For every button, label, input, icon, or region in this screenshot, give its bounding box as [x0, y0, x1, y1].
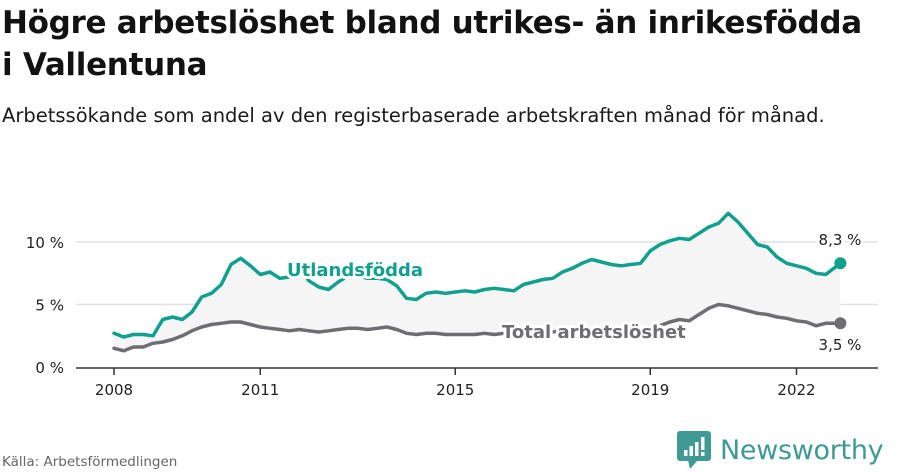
y-tick-label: 10 % — [26, 234, 64, 252]
x-axis: 2008 2011 2015 2019 2022 — [76, 367, 878, 399]
series-line-foreign-born — [112, 211, 843, 339]
label-halo: Total arbetslöshet — [502, 322, 686, 343]
series-label: 3,5 % — [819, 336, 862, 354]
end-point-marker — [834, 317, 847, 330]
y-tick-label: 5 % — [35, 297, 64, 315]
y-tick-label: 0 % — [35, 359, 64, 377]
x-tick-label: 2015 — [436, 381, 474, 399]
chart-title: Högre arbetslöshet bland utrikes- än inr… — [2, 5, 862, 83]
series-line-total — [112, 302, 843, 353]
x-tick-label: 2022 — [777, 381, 815, 399]
label-halo: Utlandsfödda — [287, 260, 423, 281]
series-label: Utlandsfödda — [287, 260, 423, 281]
chart-subtitle: Arbetssökande som andel av den registerb… — [2, 104, 825, 127]
source-note: Källa: Arbetsförmedlingen — [2, 454, 178, 470]
line-chart: 2008 2011 2015 2019 2022 0 % 5 % 10 % Utlandsf… — [26, 211, 878, 399]
x-tick-label: 2011 — [241, 381, 279, 399]
gap-band — [114, 213, 841, 351]
x-tick-label: 2008 — [95, 381, 133, 399]
series-label: 8,3 % — [819, 231, 862, 249]
chart-bubble-icon — [677, 431, 711, 469]
series-label: Total arbetslöshet — [502, 322, 686, 343]
y-axis: 0 % 5 % 10 % — [26, 234, 64, 377]
brand-name: Newsworthy — [720, 434, 884, 466]
end-point-marker — [834, 257, 847, 270]
label-halo: 8,3 % — [819, 231, 862, 249]
x-tick-label: 2019 — [631, 381, 669, 399]
series-lines — [112, 211, 847, 353]
label-halo: 3,5 % — [819, 336, 862, 354]
newsworthy-logo[interactable]: Newsworthy — [676, 430, 884, 470]
